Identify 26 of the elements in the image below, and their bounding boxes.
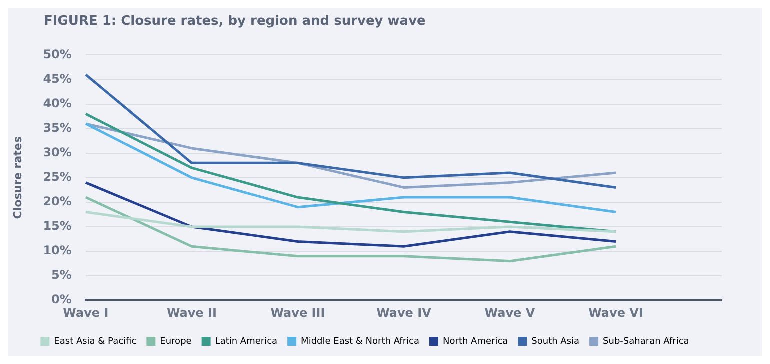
legend-label: East Asia & Pacific (54, 336, 137, 347)
y-tick-label: 0% (52, 292, 72, 307)
x-tick-label: Wave V (484, 306, 536, 320)
y-tick-label: 50% (43, 47, 72, 62)
x-tick-label: Wave IV (376, 306, 432, 320)
y-tick-label: 35% (43, 120, 72, 135)
y-tick-label: 15% (43, 219, 72, 234)
y-tick-label: 40% (43, 96, 72, 110)
y-tick-label: 10% (43, 244, 72, 258)
y-tick-label: 45% (43, 72, 72, 86)
legend-label: North America (443, 336, 508, 347)
y-tick-label: 20% (43, 194, 72, 209)
x-tick-label: Wave II (166, 306, 217, 320)
legend-label: South Asia (532, 336, 580, 347)
legend-label: Europe (160, 336, 192, 347)
x-tick-label: Wave I (63, 306, 109, 320)
x-tick-label: Wave III (270, 306, 326, 320)
x-tick-label: Wave VI (588, 306, 644, 320)
legend-label: Latin America (215, 336, 278, 347)
y-tick-label: 5% (52, 268, 72, 282)
legend-label: Sub-Saharan Africa (603, 336, 690, 347)
chart-title: FIGURE 1: Closure rates, by region and survey wave (43, 13, 427, 31)
legend-label: Middle East & North Africa (301, 336, 420, 347)
y-tick-label: 25% (43, 170, 72, 184)
y-tick-label: 30% (43, 145, 72, 160)
y-axis-title: Closure rates (11, 136, 24, 220)
